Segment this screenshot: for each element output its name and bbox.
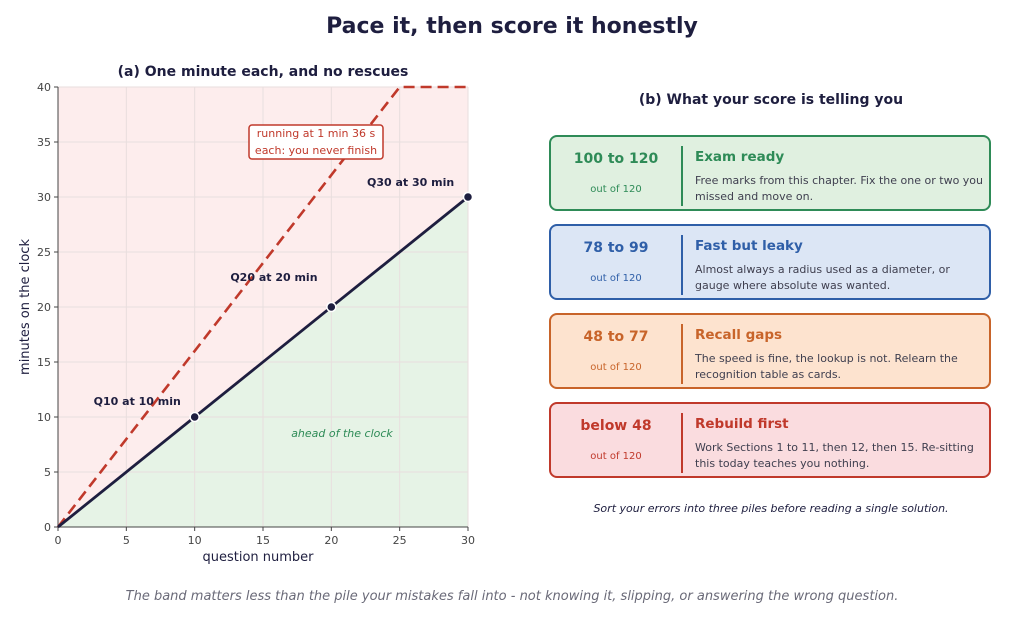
y-tick-label: 10 xyxy=(37,411,51,424)
band-range: below 48 xyxy=(580,418,652,434)
y-tick-label: 40 xyxy=(37,81,51,94)
x-tick-label: 15 xyxy=(256,534,270,547)
footer-note: The band matters less than the pile your… xyxy=(125,589,899,604)
milestone-label: Q20 at 20 min xyxy=(230,271,317,284)
milestone-point xyxy=(189,411,200,423)
band-range: 100 to 120 xyxy=(573,151,659,167)
score-band-card: 100 to 120 out of 120 Exam ready Free ma… xyxy=(549,135,991,211)
band-description: Almost always a radius used as a diamete… xyxy=(695,263,950,292)
callout-text-line: each: you never finish xyxy=(255,144,377,157)
band-description: Work Sections 1 to 11, then 12, then 15.… xyxy=(695,441,974,470)
chart-title: (a) One minute each, and no rescues xyxy=(118,64,409,80)
score-panel-title: (b) What your score is telling you xyxy=(638,92,904,108)
y-tick-label: 30 xyxy=(37,191,51,204)
pace-chart: 0 5 10 15 20 25 30 0 5 10 15 20 25 30 35 40 question num… xyxy=(18,64,475,565)
band-out-of: out of 120 xyxy=(590,184,642,195)
band-divider xyxy=(681,235,683,295)
main-title: Pace it, then score it honestly xyxy=(326,14,698,39)
x-tick-label: 25 xyxy=(393,534,407,547)
fast-pace-line xyxy=(56,85,468,528)
band-out-of: out of 120 xyxy=(590,273,642,284)
x-tick-label: 10 xyxy=(188,534,202,547)
band-description: The speed is fine, the lookup is not. Re… xyxy=(695,352,958,381)
band-divider xyxy=(681,324,683,384)
x-tick-label: 0 xyxy=(55,534,62,547)
band-description: Free marks from this chapter. Fix the on… xyxy=(695,174,984,203)
band-label: Fast but leaky xyxy=(695,238,803,254)
x-axis-label: question number xyxy=(202,550,314,565)
milestone-point xyxy=(326,301,337,313)
score-band-card: 78 to 99 out of 120 Fast but leaky Almos… xyxy=(549,224,991,300)
y-tick-label: 35 xyxy=(37,136,51,149)
band-label: Rebuild first xyxy=(695,416,789,432)
x-tick-label: 5 xyxy=(123,534,130,547)
one-minute-pace-line xyxy=(57,195,469,529)
score-band-card: 48 to 77 out of 120 Recall gaps The spee… xyxy=(549,313,991,389)
milestone-point xyxy=(462,191,474,203)
milestone-label: Q30 at 30 min xyxy=(367,176,454,189)
x-tick-label: 30 xyxy=(461,534,475,547)
band-range: 48 to 77 xyxy=(583,329,649,345)
ahead-of-clock-label: ahead of the clock xyxy=(291,427,393,440)
band-divider xyxy=(681,413,683,473)
band-label: Exam ready xyxy=(695,149,785,165)
y-tick-label: 15 xyxy=(37,356,51,369)
band-label: Recall gaps xyxy=(695,327,783,343)
y-tick-label: 0 xyxy=(44,521,51,534)
band-out-of: out of 120 xyxy=(590,362,642,373)
band-divider xyxy=(681,146,683,206)
score-band-card: below 48 out of 120 Rebuild first Work S… xyxy=(549,402,991,478)
y-tick-label: 5 xyxy=(44,466,51,479)
x-tick-label: 20 xyxy=(324,534,338,547)
never-finish-callout xyxy=(248,124,384,160)
band-range: 78 to 99 xyxy=(583,240,649,256)
milestone-label: Q10 at 10 min xyxy=(94,395,181,408)
band-out-of: out of 120 xyxy=(590,451,642,462)
y-tick-label: 25 xyxy=(37,246,51,259)
sort-errors-note: Sort your errors into three piles before… xyxy=(593,502,949,515)
y-tick-label: 20 xyxy=(37,301,51,314)
callout-text-line: running at 1 min 36 s xyxy=(257,127,376,140)
y-axis-label: minutes on the clock xyxy=(18,239,33,375)
